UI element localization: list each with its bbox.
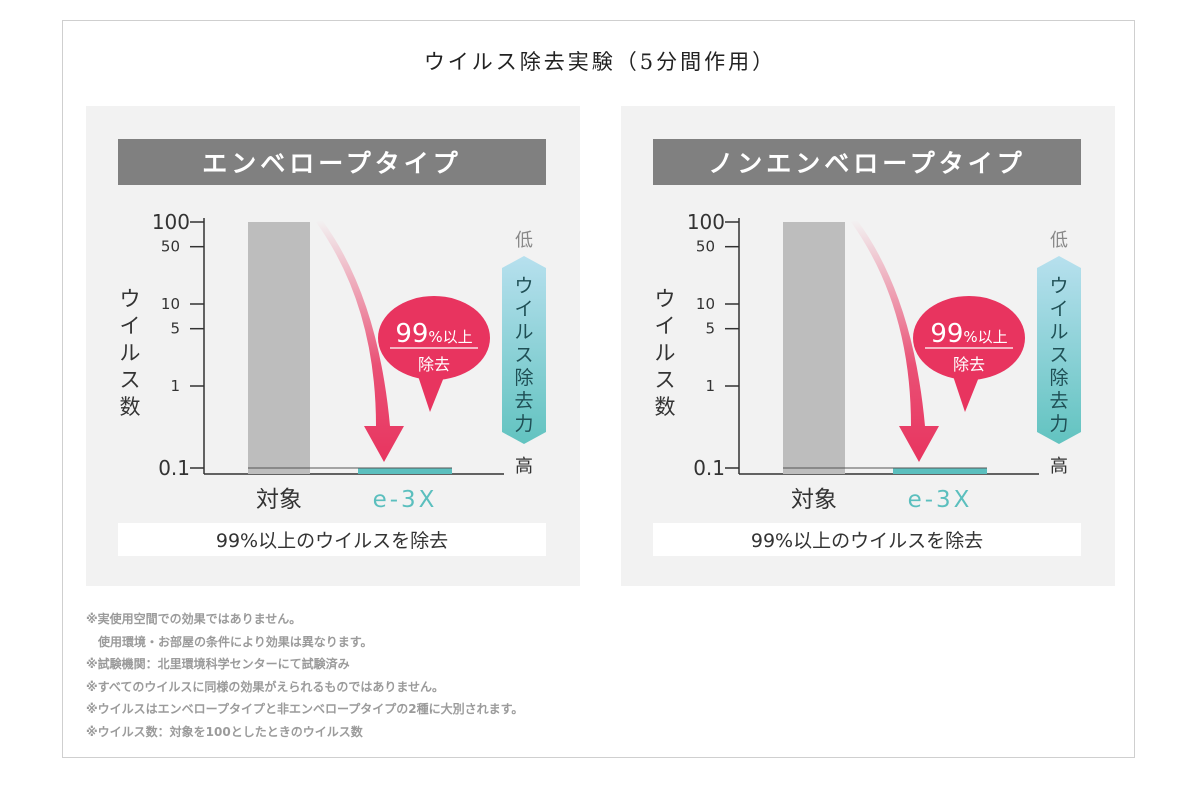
bar-product <box>358 468 452 474</box>
y-tick-label: 10 <box>696 295 715 313</box>
drop-arrow <box>316 220 404 462</box>
chart-title: エンベロープタイプ <box>118 139 546 185</box>
scale-label: 除 <box>1049 367 1068 389</box>
x-tick-label: 対象 <box>256 487 302 513</box>
scale-label: イ <box>1049 298 1068 320</box>
y-axis-label: ス <box>120 368 141 392</box>
chart-title: ノンエンベロープタイプ <box>653 139 1081 185</box>
footnote: ※ウイルスはエンベロープタイプと非エンベロープタイプの2種に大別されます。 <box>86 702 524 716</box>
scale-top-label: 低 <box>1050 230 1068 251</box>
y-tick-label: 1 <box>170 377 180 395</box>
annotation-main: 99%以上 <box>930 319 1007 349</box>
figure-frame <box>62 20 1135 758</box>
scale-label: ウ <box>514 275 533 297</box>
chart-panel-non-envelope: ノンエンベロープタイプ 100 50 10 5 1 0.1 ウイルス数対象 e-3X 99%以上… <box>621 106 1115 586</box>
y-axis-label: ウ <box>120 287 141 311</box>
page-title: ウイルス除去実験（5分間作用） <box>423 50 777 74</box>
y-tick-label: 1 <box>705 377 715 395</box>
footnotes: ※実使用空間での効果ではありません。 使用環境・お部屋の条件により効果は異なりま… <box>86 608 706 743</box>
y-tick-label: 50 <box>161 238 180 256</box>
y-tick-label: 100 <box>687 210 725 234</box>
footnote: ※すべてのウイルスに同様の効果がえられるものではありません。 <box>86 679 444 694</box>
x-tick-label: 対象 <box>791 487 837 513</box>
scale-label: イ <box>514 298 533 320</box>
annotation-bubble <box>378 296 490 380</box>
x-tick-label: e-3X <box>373 487 438 513</box>
y-tick-label: 5 <box>705 320 715 338</box>
scale-label: ル <box>1049 321 1068 343</box>
scale-label: 除 <box>514 367 533 389</box>
bar-control <box>783 222 845 474</box>
chart-panel-envelope: エンベロープタイプ 100 50 10 5 1 0.1 ウイルス数対象 e-3X 99%以上 除去… <box>86 106 580 586</box>
scale-label: 力 <box>1049 413 1068 435</box>
y-axis-label: 数 <box>120 395 141 419</box>
scale-label: 去 <box>514 390 533 412</box>
x-tick-label: e-3X <box>908 487 973 513</box>
y-tick-label: 5 <box>170 320 180 338</box>
scale-label: 去 <box>1049 390 1068 412</box>
scale-bottom-label: 高 <box>1050 456 1068 477</box>
footnote: ※ウイルス数：対象を100としたときのウイルス数 <box>86 724 363 739</box>
scale-label: ウ <box>1049 275 1068 297</box>
scale-label: ル <box>514 321 533 343</box>
y-tick-label: 10 <box>161 295 180 313</box>
bubble-tail <box>951 370 981 412</box>
scale-label: 力 <box>514 413 533 435</box>
bar-control <box>248 222 310 474</box>
y-tick-label: 0.1 <box>693 456 725 480</box>
bar-product <box>893 468 987 474</box>
scale-bar <box>1037 256 1081 444</box>
y-axis-label: 数 <box>655 395 676 419</box>
annotation-sub: 除去 <box>418 355 450 374</box>
drop-arrow <box>851 220 939 462</box>
scale-label: ス <box>1049 344 1068 366</box>
footnote: 使用環境・お部屋の条件により効果は異なります。 <box>98 634 373 649</box>
annotation-bubble <box>913 296 1025 380</box>
chart-caption: 99%以上のウイルスを除去 <box>653 523 1081 556</box>
y-axis-label: イ <box>655 314 676 338</box>
footnote: ※実使用空間での効果ではありません。 <box>86 612 302 626</box>
y-tick-label: 100 <box>152 210 190 234</box>
y-tick-label: 0.1 <box>158 456 190 480</box>
scale-top-label: 低 <box>515 230 533 251</box>
scale-bottom-label: 高 <box>515 456 533 477</box>
y-axis-label: イ <box>120 314 141 338</box>
bubble-tail <box>416 370 446 412</box>
y-axis-label: ル <box>655 341 676 365</box>
annotation-sub: 除去 <box>953 355 985 374</box>
scale-label: ス <box>514 344 533 366</box>
y-tick-label: 50 <box>696 238 715 256</box>
y-axis-label: ウ <box>655 287 676 311</box>
scale-bar <box>502 256 546 444</box>
annotation-main: 99%以上 <box>395 319 472 349</box>
y-axis-label: ル <box>120 341 141 365</box>
chart-caption: 99%以上のウイルスを除去 <box>118 523 546 556</box>
footnote: ※試験機関：北里環境科学センターにて試験済み <box>86 657 350 671</box>
y-axis-label: ス <box>655 368 676 392</box>
